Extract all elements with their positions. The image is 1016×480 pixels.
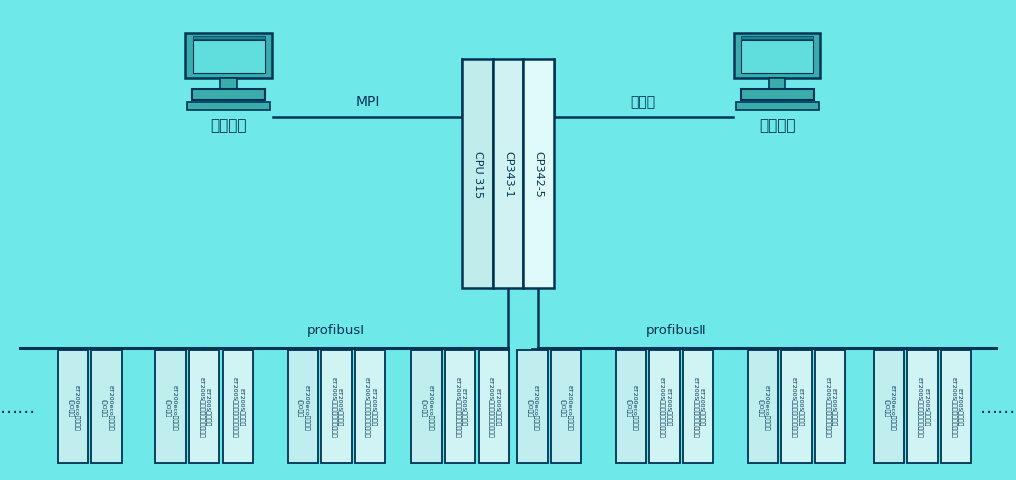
Text: ET200S接口模块
ET200S用数字量输入输出模块: ET200S接口模块 ET200S用数字量输入输出模块 bbox=[916, 376, 929, 437]
Bar bbox=[189, 350, 219, 463]
Bar bbox=[781, 350, 812, 463]
Bar bbox=[551, 350, 581, 463]
Text: ET200eco接口模块
I／O模块: ET200eco接口模块 I／O模块 bbox=[883, 384, 895, 430]
Bar bbox=[517, 350, 548, 463]
Bar bbox=[649, 350, 680, 463]
Bar bbox=[479, 350, 509, 463]
Text: 以太网: 以太网 bbox=[631, 95, 655, 109]
Text: ET200S接口模块
ET200S用数字量输入输出模块: ET200S接口模块 ET200S用数字量输入输出模块 bbox=[454, 376, 466, 437]
Text: ET200S接口模块
ET200S用数字量输入输出模块: ET200S接口模块 ET200S用数字量输入输出模块 bbox=[488, 376, 500, 437]
Bar bbox=[907, 350, 938, 463]
Text: ET200eco接口模块
I／O模块: ET200eco接口模块 I／O模块 bbox=[101, 384, 113, 430]
Text: ET200S接口模块
ET200S用数字量输入输出模块: ET200S接口模块 ET200S用数字量输入输出模块 bbox=[950, 376, 962, 437]
Bar bbox=[223, 350, 253, 463]
Text: 操作员站: 操作员站 bbox=[210, 118, 247, 132]
Text: CPU 315: CPU 315 bbox=[472, 151, 483, 197]
Bar bbox=[355, 350, 385, 463]
Text: ET200eco接口模块
I／O模块: ET200eco接口模块 I／O模块 bbox=[297, 384, 309, 430]
Text: MPI: MPI bbox=[356, 95, 380, 109]
Bar bbox=[462, 60, 493, 288]
Bar bbox=[187, 103, 270, 110]
Bar bbox=[683, 350, 713, 463]
Text: CP342-5: CP342-5 bbox=[533, 151, 544, 197]
Text: ……: …… bbox=[979, 398, 1016, 416]
Bar bbox=[193, 36, 264, 40]
Text: ET200eco接口模块
I／O模块: ET200eco接口模块 I／O模块 bbox=[421, 384, 433, 430]
Bar bbox=[185, 34, 271, 79]
Bar bbox=[742, 36, 813, 40]
Text: ET200eco接口模块
I／O模块: ET200eco接口模块 I／O模块 bbox=[757, 384, 769, 430]
Text: ET200S接口模块
ET200S用数字量输入输出模块: ET200S接口模块 ET200S用数字量输入输出模块 bbox=[824, 376, 836, 437]
Text: ET200S接口模块
ET200S用数字量输入输出模块: ET200S接口模块 ET200S用数字量输入输出模块 bbox=[232, 376, 244, 437]
Bar bbox=[941, 350, 971, 463]
Bar bbox=[742, 41, 813, 74]
Text: ET200eco接口模块
I／O模块: ET200eco接口模块 I／O模块 bbox=[560, 384, 572, 430]
Text: 工程师站: 工程师站 bbox=[759, 118, 796, 132]
Bar bbox=[741, 90, 814, 100]
Bar bbox=[616, 350, 646, 463]
Bar bbox=[321, 350, 352, 463]
Bar bbox=[445, 350, 475, 463]
Bar bbox=[748, 350, 778, 463]
Text: ET200eco接口模块
I／O模块: ET200eco接口模块 I／O模块 bbox=[67, 384, 79, 430]
Text: ET200S接口模块
ET200S用数字量输入输出模块: ET200S接口模块 ET200S用数字量输入输出模块 bbox=[790, 376, 803, 437]
Text: ET200S接口模块
ET200S用数字量输入输出模块: ET200S接口模块 ET200S用数字量输入输出模块 bbox=[330, 376, 342, 437]
Text: ET200eco接口模块
I／O模块: ET200eco接口模块 I／O模块 bbox=[526, 384, 538, 430]
Bar bbox=[874, 350, 904, 463]
Text: profibusⅡ: profibusⅡ bbox=[645, 323, 706, 336]
Bar bbox=[193, 41, 264, 74]
Bar bbox=[734, 34, 821, 79]
Bar bbox=[220, 79, 237, 90]
Text: CP343-1: CP343-1 bbox=[503, 151, 513, 197]
Text: profibusⅠ: profibusⅠ bbox=[306, 323, 365, 336]
Bar bbox=[523, 60, 554, 288]
Bar bbox=[58, 350, 88, 463]
Bar bbox=[91, 350, 122, 463]
Bar bbox=[493, 60, 523, 288]
Bar bbox=[192, 90, 265, 100]
Text: ET200eco接口模块
I／O模块: ET200eco接口模块 I／O模块 bbox=[625, 384, 637, 430]
Bar bbox=[288, 350, 318, 463]
Text: ……: …… bbox=[0, 398, 37, 416]
Text: ET200S接口模块
ET200S用数字量输入输出模块: ET200S接口模块 ET200S用数字量输入输出模块 bbox=[198, 376, 210, 437]
Text: ET200S接口模块
ET200S用数字量输入输出模块: ET200S接口模块 ET200S用数字量输入输出模块 bbox=[364, 376, 376, 437]
Text: ET200eco接口模块
I／O模块: ET200eco接口模块 I／O模块 bbox=[165, 384, 177, 430]
Bar bbox=[736, 103, 819, 110]
Bar bbox=[815, 350, 845, 463]
Text: ET200S接口模块
ET200S用数字量输入输出模块: ET200S接口模块 ET200S用数字量输入输出模块 bbox=[658, 376, 671, 437]
Bar bbox=[155, 350, 186, 463]
Text: ET200S接口模块
ET200S用数字量输入输出模块: ET200S接口模块 ET200S用数字量输入输出模块 bbox=[692, 376, 704, 437]
Bar bbox=[411, 350, 442, 463]
Bar bbox=[769, 79, 785, 90]
